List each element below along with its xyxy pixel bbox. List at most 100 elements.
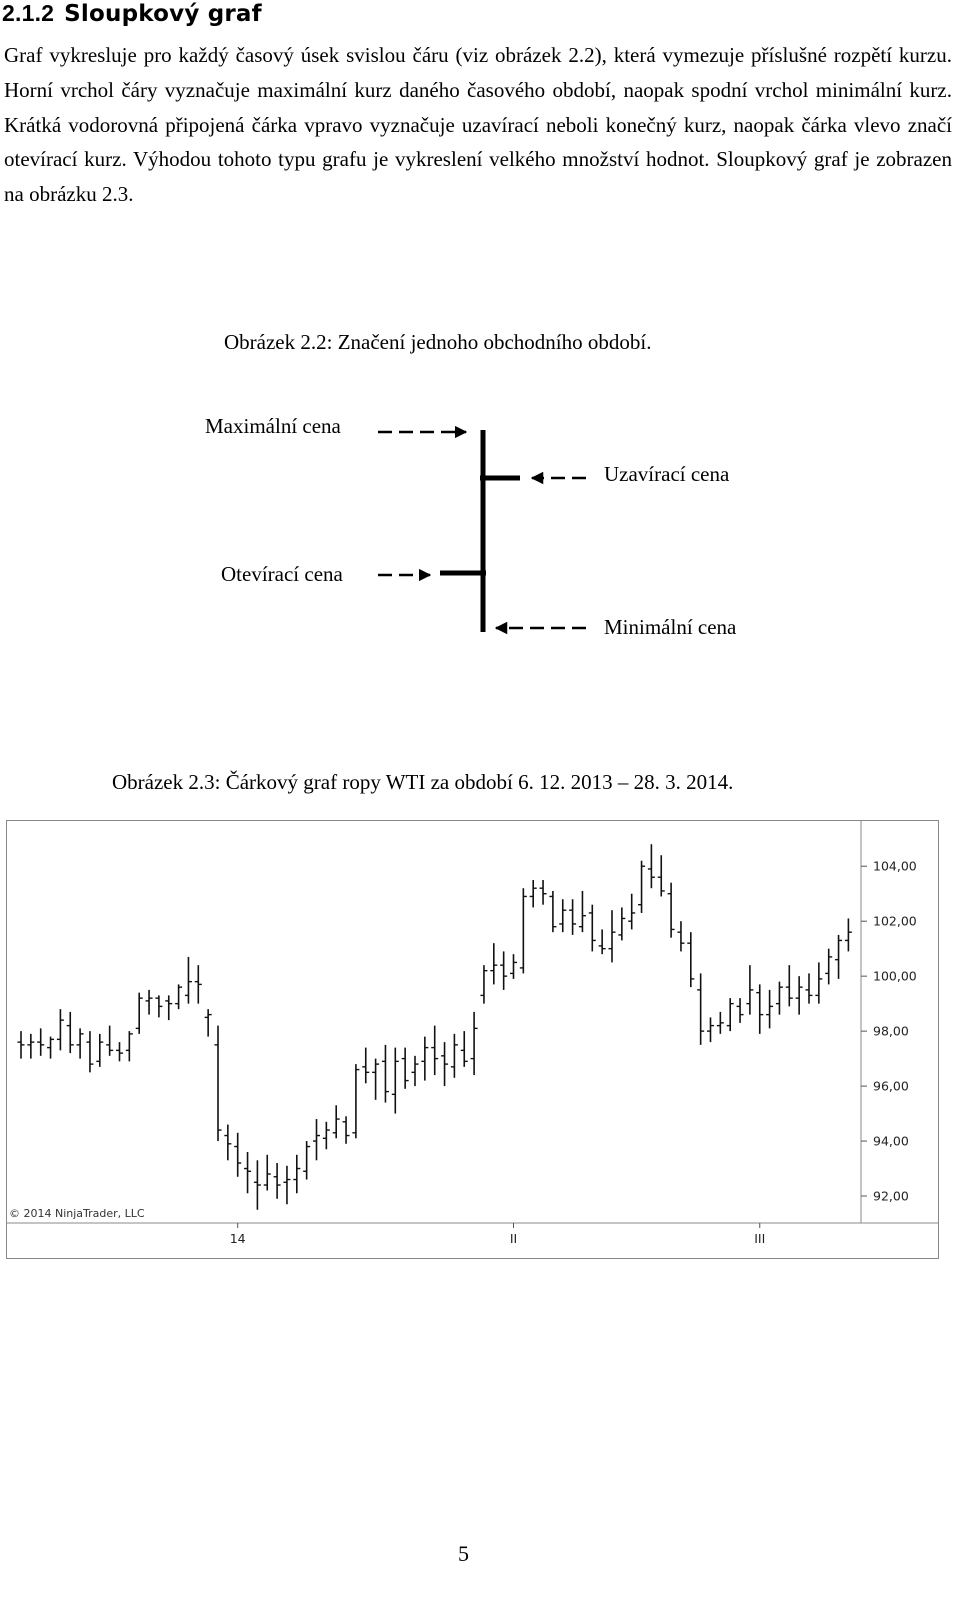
- label-open-price: Otevírací cena: [221, 562, 343, 586]
- chart-copyright: © 2014 NinjaTrader, LLC: [9, 1207, 145, 1220]
- price-bar: [805, 973, 813, 1004]
- price-bar: [490, 943, 498, 985]
- price-bar: [588, 904, 596, 952]
- price-bar: [204, 1009, 212, 1037]
- x-tick-label: III: [754, 1231, 765, 1246]
- price-bar: [647, 844, 655, 889]
- label-max-price: Maximální cena: [205, 414, 341, 438]
- price-bar: [303, 1141, 311, 1180]
- price-bar: [293, 1154, 301, 1194]
- price-bar: [510, 954, 517, 979]
- price-bar: [618, 907, 626, 941]
- label-close-price: Uzavírací cena: [604, 462, 730, 486]
- price-bar: [628, 893, 636, 930]
- price-bar: [313, 1119, 320, 1161]
- section-number: 2.1.2: [2, 0, 55, 26]
- price-bar: [677, 921, 685, 952]
- y-tick-label: 96,00: [873, 1079, 909, 1094]
- price-bar: [539, 879, 547, 905]
- price-bar: [244, 1152, 252, 1194]
- price-bar: [746, 965, 754, 1015]
- y-tick-label: 94,00: [873, 1134, 909, 1149]
- price-bar: [76, 1028, 84, 1059]
- price-bar: [381, 1044, 389, 1103]
- y-tick-label: 92,00: [873, 1189, 909, 1204]
- price-bar: [66, 1011, 74, 1054]
- price-bar: [736, 998, 744, 1023]
- page-number: 5: [458, 1541, 469, 1566]
- price-bar: [391, 1047, 399, 1114]
- label-min-price: Minimální cena: [604, 615, 737, 639]
- price-bar: [155, 995, 163, 1018]
- price-bar: [431, 1025, 439, 1076]
- x-tick-label: 14: [230, 1231, 246, 1246]
- price-bar: [756, 984, 764, 1034]
- time-axis: 14 II III: [230, 1223, 765, 1246]
- price-bar: [116, 1042, 123, 1062]
- price-bar: [273, 1163, 281, 1199]
- price-bar: [480, 965, 488, 1004]
- x-tick-label: II: [510, 1231, 517, 1246]
- price-bar: [460, 1031, 468, 1067]
- y-tick-label: 104,00: [873, 859, 917, 874]
- price-bar: [263, 1154, 271, 1191]
- price-bar: [835, 934, 843, 979]
- body-paragraph: Graf vykresluje pro každý časový úsek sv…: [4, 43, 952, 207]
- figure-2-3-caption: Obrázek 2.3: Čárkový graf ropy WTI za ob…: [112, 770, 734, 794]
- price-bar: [559, 899, 567, 933]
- price-bar: [372, 1058, 380, 1100]
- price-bar: [106, 1025, 114, 1056]
- price-bar: [421, 1036, 429, 1081]
- chart-frame: [6, 820, 939, 1259]
- price-bar: [184, 956, 192, 1004]
- price-bar: [608, 910, 616, 963]
- price-bar: [27, 1033, 35, 1059]
- price-bar: [795, 976, 803, 1015]
- price-bar: [96, 1033, 104, 1067]
- price-bar: [194, 965, 202, 1004]
- price-bar: [332, 1105, 340, 1139]
- ohlc-bar-diagram: [378, 425, 586, 635]
- price-bar: [785, 965, 793, 1007]
- price-bar: [529, 879, 537, 908]
- price-bar: [342, 1116, 350, 1144]
- y-tick-label: 102,00: [873, 914, 917, 929]
- price-bar: [697, 973, 705, 1045]
- price-bar: [578, 890, 586, 933]
- price-bar: [56, 1009, 64, 1051]
- y-tick-label: 100,00: [873, 969, 917, 984]
- price-bar: [598, 929, 606, 955]
- price-bar: [549, 890, 557, 933]
- price-bar: [844, 918, 852, 952]
- price-bar: [667, 882, 675, 938]
- price-bar: [224, 1124, 232, 1161]
- price-bar: [214, 1025, 222, 1142]
- price-bar: [470, 1011, 478, 1076]
- section-title: Sloupkový graf: [64, 1, 262, 27]
- price-bar: [775, 981, 783, 1015]
- price-bar: [145, 989, 153, 1015]
- price-bar: [707, 1017, 714, 1043]
- price-bar: [450, 1033, 458, 1078]
- price-bars: [17, 844, 852, 1210]
- section-heading: 2.1.2 Sloupkový graf: [2, 0, 262, 27]
- price-bar: [411, 1055, 419, 1087]
- price-bar: [500, 951, 508, 990]
- price-bar: [86, 1031, 94, 1073]
- price-bar: [37, 1028, 45, 1056]
- price-bar: [352, 1064, 360, 1139]
- price-bar: [283, 1165, 291, 1205]
- price-bar: [47, 1036, 55, 1059]
- price-bar: [766, 989, 774, 1029]
- price-bar: [441, 1042, 449, 1087]
- y-tick-label: 98,00: [873, 1024, 909, 1039]
- price-bar: [657, 855, 665, 897]
- price-bar: [165, 995, 173, 1021]
- price-bar: [175, 984, 183, 1010]
- price-bar: [135, 992, 143, 1034]
- price-bar: [519, 888, 527, 974]
- price-axis: 92,00 94,00 96,00 98,00 100,00 102,00 104,00: [861, 859, 917, 1204]
- price-bar: [125, 1031, 133, 1062]
- price-bar: [825, 948, 833, 985]
- figure-2-2-caption: Obrázek 2.2: Značení jednoho obchodního …: [224, 330, 652, 354]
